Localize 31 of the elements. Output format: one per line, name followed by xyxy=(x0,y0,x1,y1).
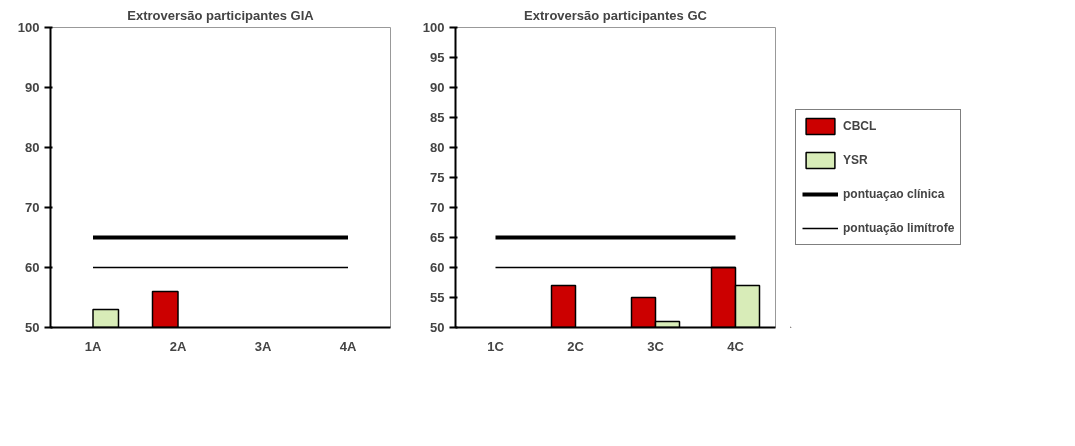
x-tick-label: 3C xyxy=(647,338,665,354)
legend-label: pontuação limítrofe xyxy=(843,221,955,235)
y-tick-label: 90 xyxy=(430,80,445,95)
y-tick-label: 55 xyxy=(430,290,445,305)
y-tick-label: 75 xyxy=(430,170,445,185)
legend-label: pontuaçao clínica xyxy=(843,187,945,201)
x-tick-label: 2C xyxy=(567,338,585,354)
y-tick-label: 100 xyxy=(17,20,40,35)
y-tick-label: 80 xyxy=(25,140,40,155)
y-tick-label: 50 xyxy=(430,320,445,335)
y-tick-label: 70 xyxy=(430,200,445,215)
x-tick-label: 2A xyxy=(169,338,187,354)
x-tick-label: 1A xyxy=(84,338,102,354)
x-tick-label: 4A xyxy=(339,338,357,354)
y-tick-label: 50 xyxy=(25,320,40,335)
y-tick-label: 90 xyxy=(25,80,40,95)
x-tick-label: 4C xyxy=(727,338,745,354)
y-tick-label: 95 xyxy=(430,50,445,65)
y-tick-label: 85 xyxy=(430,110,445,125)
chart-title: Extroversão participantes GIA xyxy=(127,7,315,23)
legend-label: YSR xyxy=(843,153,868,167)
y-tick-label: 80 xyxy=(430,140,445,155)
x-tick-label: 1C xyxy=(487,338,505,354)
y-tick-label: 60 xyxy=(25,260,40,275)
chart-title: Extroversão participantes GC xyxy=(524,7,708,23)
y-tick-label: 60 xyxy=(430,260,445,275)
y-tick-label: 100 xyxy=(422,20,445,35)
x-tick-label: 3A xyxy=(254,338,272,354)
y-tick-label: 70 xyxy=(25,200,40,215)
legend-label: CBCL xyxy=(843,119,877,133)
y-tick-label: 65 xyxy=(430,230,445,245)
